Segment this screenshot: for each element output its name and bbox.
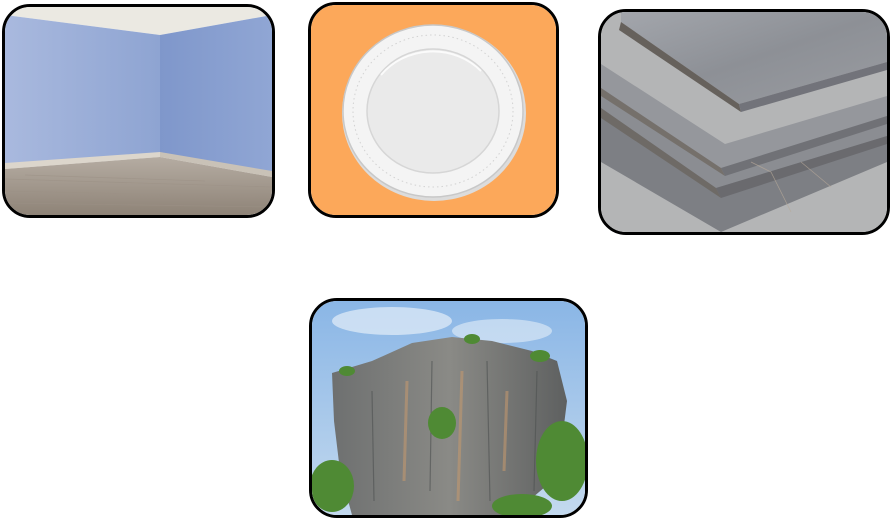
top-steel-plate — [621, 12, 887, 104]
ceiling — [5, 7, 272, 35]
vegetation — [312, 334, 585, 515]
rock-formation-image — [309, 298, 588, 518]
left-wall — [5, 15, 160, 167]
steel-plates-illustration — [601, 12, 887, 232]
empty-room-illustration — [5, 7, 272, 215]
empty-room-image — [2, 4, 275, 218]
rock-formation-illustration — [312, 301, 585, 515]
plate-center — [366, 48, 500, 174]
steel-plates-image — [598, 9, 890, 235]
steel-plate — [601, 64, 887, 168]
white-plate-illustration — [311, 5, 556, 215]
white-plate-image — [308, 2, 559, 218]
right-wall — [160, 15, 272, 175]
steel-plate — [601, 100, 887, 232]
wooden-floor — [5, 157, 272, 215]
